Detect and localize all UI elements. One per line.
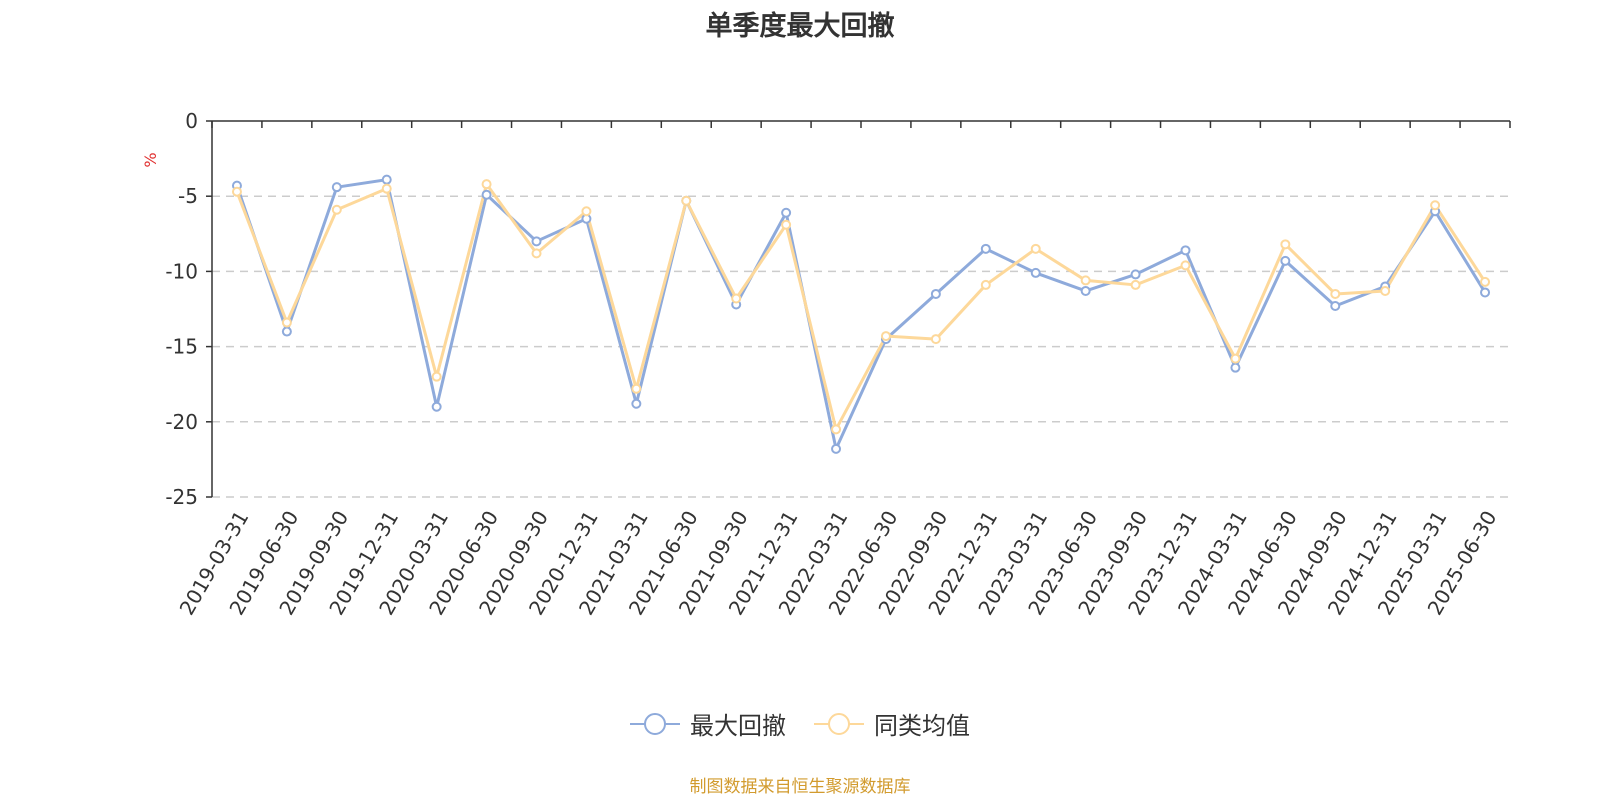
- data-point-peer-average[interactable]: [930, 334, 941, 345]
- data-point-max-drawdown[interactable]: [1480, 287, 1491, 298]
- data-point-peer-average[interactable]: [781, 219, 792, 230]
- data-point-peer-average[interactable]: [1080, 275, 1091, 286]
- data-point-max-drawdown[interactable]: [980, 243, 991, 254]
- data-point-peer-average[interactable]: [381, 183, 392, 194]
- data-point-peer-average[interactable]: [831, 424, 842, 435]
- data-point-peer-average[interactable]: [1180, 260, 1191, 271]
- series-line-max-drawdown: [235, 178, 1487, 451]
- data-point-peer-average[interactable]: [1480, 276, 1491, 287]
- data-point-max-drawdown[interactable]: [1130, 269, 1141, 280]
- series-lines: [231, 174, 1491, 454]
- data-point-peer-average[interactable]: [231, 186, 242, 197]
- y-tick-label: -15: [165, 335, 198, 359]
- data-point-max-drawdown[interactable]: [331, 182, 342, 193]
- legend-label-max-drawdown: 最大回撤: [690, 712, 786, 740]
- data-point-peer-average[interactable]: [431, 371, 442, 382]
- data-point-peer-average[interactable]: [581, 206, 592, 217]
- data-point-max-drawdown[interactable]: [381, 174, 392, 185]
- legend-item-max-drawdown[interactable]: 最大回撤: [630, 706, 786, 741]
- legend: 最大回撤 同类均值: [0, 706, 1600, 741]
- data-point-peer-average[interactable]: [1130, 279, 1141, 290]
- data-point-peer-average[interactable]: [681, 195, 692, 206]
- data-point-max-drawdown[interactable]: [1280, 255, 1291, 266]
- data-source-note: 制图数据来自恒生聚源数据库: [689, 777, 911, 797]
- data-point-max-drawdown[interactable]: [781, 207, 792, 218]
- data-point-max-drawdown[interactable]: [831, 443, 842, 454]
- y-tick-label: -5: [178, 184, 198, 208]
- data-point-max-drawdown[interactable]: [1330, 300, 1341, 311]
- data-point-peer-average[interactable]: [1030, 243, 1041, 254]
- legend-item-peer-average[interactable]: 同类均值: [814, 706, 970, 741]
- y-axis-unit-label: %: [141, 152, 160, 167]
- y-tick-label: -20: [165, 410, 198, 434]
- y-tick-label: 0: [185, 109, 198, 133]
- data-point-peer-average[interactable]: [880, 331, 891, 342]
- data-point-peer-average[interactable]: [531, 248, 542, 259]
- legend-label-peer-average: 同类均值: [874, 712, 970, 740]
- series-line-peer-average: [235, 182, 1487, 431]
- data-point-max-drawdown[interactable]: [1230, 362, 1241, 373]
- y-tick-labels: 0 -5 -10 -15 -20 -25: [165, 109, 198, 509]
- data-point-peer-average[interactable]: [281, 317, 292, 328]
- line-chart: 0 -5 -10 -15 -20 -25 2019-03-312019-06-302019…: [141, 109, 1511, 619]
- data-point-peer-average[interactable]: [1330, 288, 1341, 299]
- axes: [206, 120, 1511, 498]
- y-tick-label: -10: [165, 259, 198, 283]
- data-point-max-drawdown[interactable]: [1080, 285, 1091, 296]
- data-point-peer-average[interactable]: [481, 179, 492, 190]
- data-point-max-drawdown[interactable]: [1030, 267, 1041, 278]
- legend-marker-peer-average: [814, 712, 864, 735]
- data-point-peer-average[interactable]: [1230, 353, 1241, 364]
- legend-marker-max-drawdown: [630, 712, 680, 735]
- data-point-peer-average[interactable]: [731, 293, 742, 304]
- data-point-peer-average[interactable]: [331, 204, 342, 215]
- data-point-max-drawdown[interactable]: [1180, 245, 1191, 256]
- data-point-max-drawdown[interactable]: [431, 401, 442, 412]
- y-tick-label: -25: [165, 485, 198, 509]
- grid-lines: [212, 195, 1510, 498]
- data-point-max-drawdown[interactable]: [281, 326, 292, 337]
- data-point-peer-average[interactable]: [1380, 285, 1391, 296]
- data-point-max-drawdown[interactable]: [531, 236, 542, 247]
- data-point-max-drawdown[interactable]: [481, 189, 492, 200]
- data-point-max-drawdown[interactable]: [930, 288, 941, 299]
- chart-title: 单季度最大回撤: [705, 11, 895, 42]
- data-point-peer-average[interactable]: [980, 279, 991, 290]
- data-point-peer-average[interactable]: [631, 383, 642, 394]
- data-point-max-drawdown[interactable]: [631, 398, 642, 409]
- x-tick-labels: 2019-03-312019-06-302019-09-302019-12-31…: [175, 506, 1502, 619]
- data-point-peer-average[interactable]: [1280, 239, 1291, 250]
- data-point-peer-average[interactable]: [1430, 200, 1441, 211]
